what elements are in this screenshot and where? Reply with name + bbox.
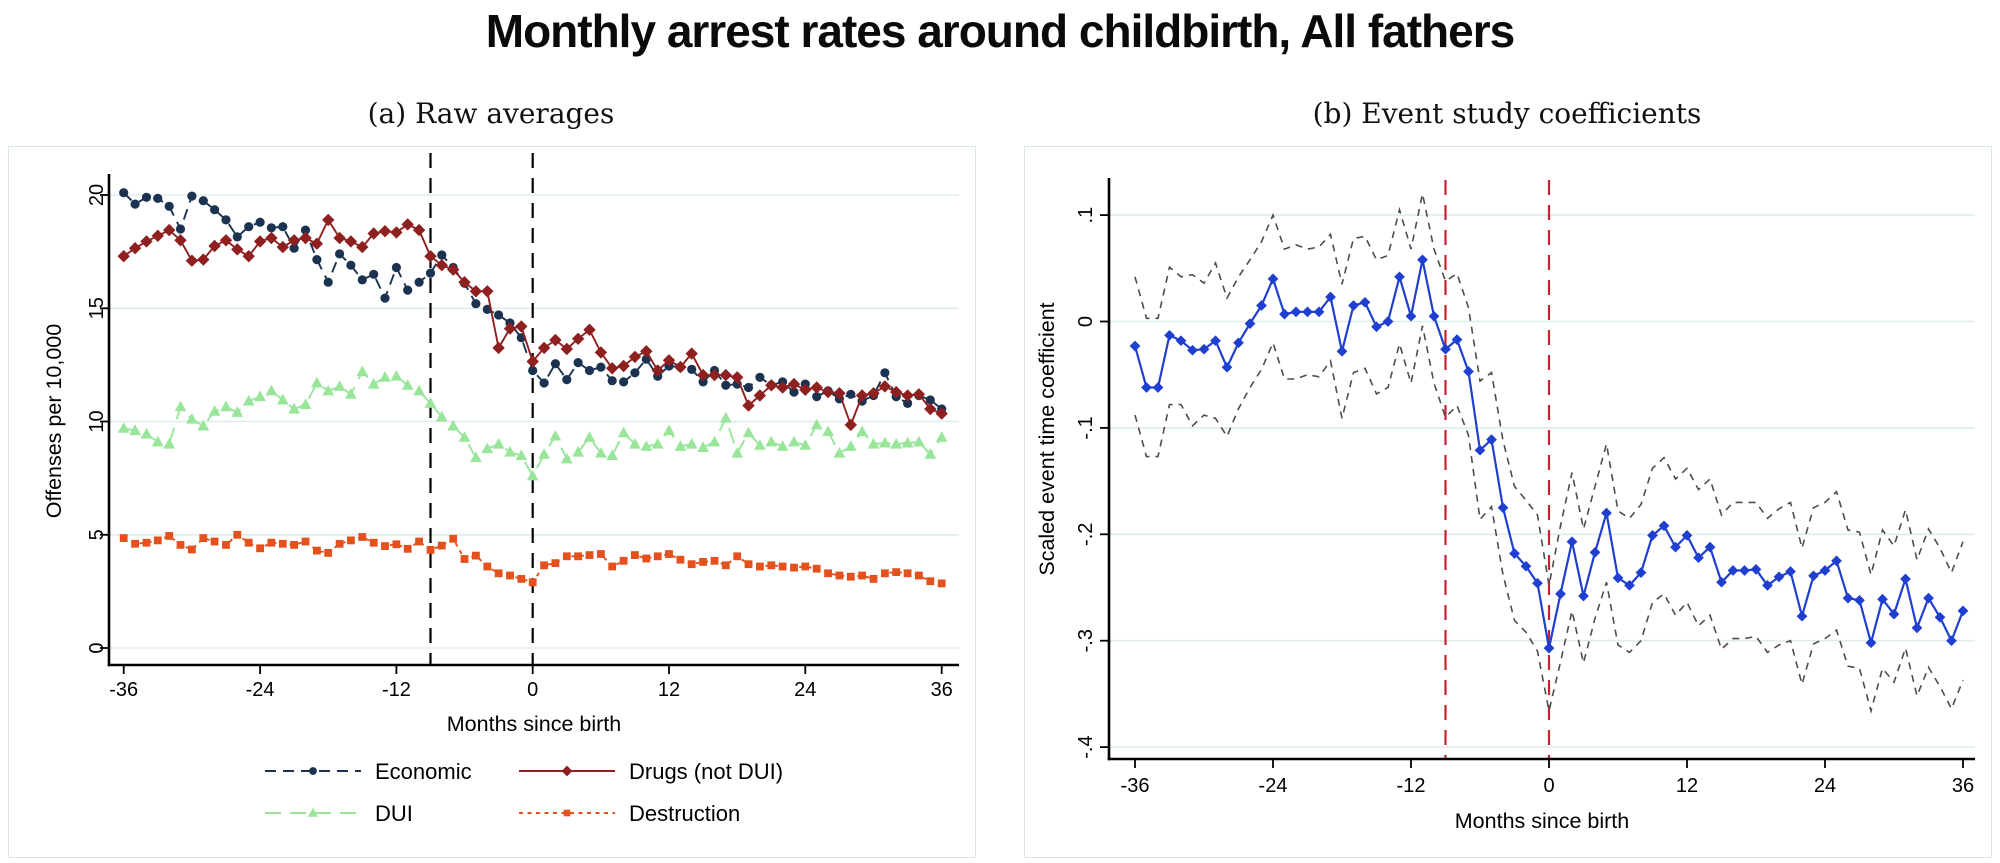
legend-item-drugs-not-dui: Drugs (not DUI) [519,759,783,784]
svg-text:Drugs (not DUI): Drugs (not DUI) [629,759,783,784]
svg-text:15: 15 [86,297,108,319]
svg-text:Economic: Economic [375,759,472,784]
svg-text:24: 24 [794,679,816,701]
svg-text:24: 24 [1814,775,1836,797]
series-ci-upper [1134,193,1964,586]
series-ci-lower [1134,325,1964,714]
x-axis-title: Months since birth [1455,809,1629,833]
x-axis: -36 -24 -12 0 12 24 36 [107,663,959,701]
series-destruction [119,530,946,588]
series-dui [117,365,948,481]
y-axis: 0 5 10 15 20 [86,174,111,667]
birth-reference-lines [1444,180,1551,759]
gridlines [1110,214,1975,748]
svg-text:-24: -24 [246,679,275,701]
gridlines [110,194,959,649]
svg-text:-.4: -.4 [1075,735,1097,758]
series-coefficient [1129,254,1969,654]
y-axis-title: Offenses per 10,000 [42,324,66,518]
svg-text:12: 12 [1676,775,1698,797]
svg-text:Months since birth: Months since birth [1455,809,1629,833]
svg-text:-.2: -.2 [1075,523,1097,546]
x-axis: -36 -24 -12 0 12 24 36 [1107,757,1975,797]
svg-text:-36: -36 [1121,775,1150,797]
birth-reference-lines [429,153,534,665]
legend-item-economic: Economic [265,759,472,784]
x-axis-title: Months since birth [447,712,621,736]
svg-text:DUI: DUI [375,801,413,826]
svg-text:-12: -12 [382,679,411,701]
svg-text:36: 36 [931,679,953,701]
svg-text:-36: -36 [109,679,138,701]
panel-a-caption: (a) Raw averages [367,97,615,130]
panel-a-plot-area: 0 5 10 15 20 -36 -24 -12 0 12 24 36 Months since bir… [8,146,976,858]
svg-text:Months since birth: Months since birth [447,712,621,736]
legend-item-destruction: Destruction [519,801,740,826]
svg-text:Destruction: Destruction [629,801,740,826]
svg-text:0: 0 [1075,316,1097,327]
panel-b-plot-area: .1 0 -.1 -.2 -.3 -.4 -36 -24 -12 0 12 24 36 Months si… [1024,146,1992,858]
svg-text:20: 20 [86,184,108,206]
svg-text:10: 10 [86,410,108,432]
svg-text:-.3: -.3 [1075,629,1097,652]
svg-text:5: 5 [86,529,108,540]
raw-averages-chart: 0 5 10 15 20 -36 -24 -12 0 12 24 36 Months since bir… [42,153,959,826]
svg-text:0: 0 [86,642,108,653]
svg-text:-24: -24 [1259,775,1288,797]
svg-text:.1: .1 [1075,207,1097,224]
y-axis: .1 0 -.1 -.2 -.3 -.4 [1075,178,1111,761]
svg-text:-.1: -.1 [1075,416,1097,439]
svg-text:0: 0 [1543,775,1554,797]
svg-text:0: 0 [527,679,538,701]
svg-text:Scaled event time coefficient: Scaled event time coefficient [1035,302,1059,575]
event-study-chart: .1 0 -.1 -.2 -.3 -.4 -36 -24 -12 0 12 24 36 Months si… [1035,178,1975,833]
svg-text:-12: -12 [1397,775,1426,797]
legend-item-dui: DUI [265,801,413,826]
panel-b-caption: (b) Event study coefficients [1312,97,1702,130]
svg-text:Offenses per 10,000: Offenses per 10,000 [42,324,66,518]
series-drugs-not-dui [117,213,948,432]
svg-text:12: 12 [658,679,680,701]
svg-text:36: 36 [1952,775,1974,797]
y-axis-title: Scaled event time coefficient [1035,302,1059,575]
legend: Economic Drugs (not DUI) DUI Destruction [265,759,783,826]
page-title: Monthly arrest rates around childbirth, … [485,5,1515,57]
